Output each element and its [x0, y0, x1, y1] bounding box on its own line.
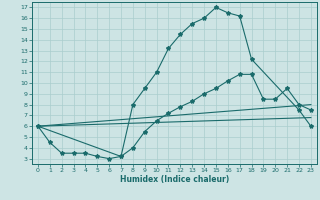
X-axis label: Humidex (Indice chaleur): Humidex (Indice chaleur)	[120, 175, 229, 184]
